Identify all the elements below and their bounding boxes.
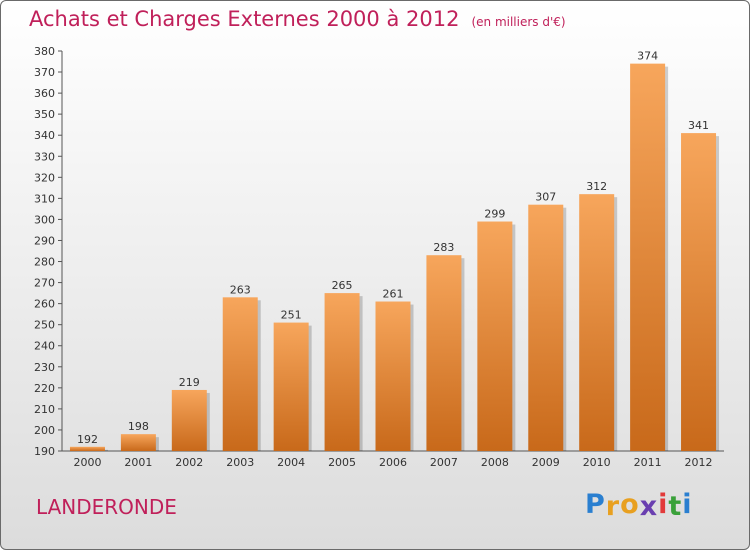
y-tick-label: 310 xyxy=(34,192,55,205)
x-tick-label: 2009 xyxy=(532,456,560,469)
y-tick-label: 280 xyxy=(34,256,55,269)
y-tick-label: 260 xyxy=(34,298,55,311)
commune-name: LANDERONDE xyxy=(36,495,177,519)
y-tick-label: 350 xyxy=(34,108,55,121)
y-tick-label: 380 xyxy=(34,45,55,58)
y-tick-label: 230 xyxy=(34,361,55,374)
y-tick-label: 370 xyxy=(34,66,55,79)
x-tick-label: 2006 xyxy=(379,456,407,469)
data-label: 307 xyxy=(535,191,556,204)
y-tick-label: 300 xyxy=(34,213,55,226)
logo-letter: P xyxy=(585,489,606,520)
data-label: 283 xyxy=(433,241,454,254)
chart-unit: (en milliers d'€) xyxy=(471,15,566,29)
data-label: 263 xyxy=(230,283,251,296)
logo-letter: r xyxy=(605,491,621,522)
x-tick-label: 2002 xyxy=(175,456,203,469)
bar-2012 xyxy=(681,133,717,451)
x-tick-label: 2010 xyxy=(583,456,611,469)
x-tick-label: 2001 xyxy=(124,456,152,469)
bar-2007 xyxy=(426,255,462,451)
data-label: 374 xyxy=(637,50,658,63)
data-label: 312 xyxy=(586,180,607,193)
y-tick-label: 360 xyxy=(34,87,55,100)
data-label: 198 xyxy=(128,420,149,433)
data-label: 261 xyxy=(383,288,404,301)
y-tick-label: 340 xyxy=(34,129,55,142)
bar-2006 xyxy=(375,301,411,451)
bar-2009 xyxy=(528,204,564,451)
chart-title-text: Achats et Charges Externes 2000 à 2012 xyxy=(29,7,460,31)
y-tick-label: 250 xyxy=(34,319,55,332)
bar-2010 xyxy=(579,194,615,451)
bar-2002 xyxy=(171,389,207,451)
bar-2004 xyxy=(273,322,309,451)
proxiti-logo: Proxiti xyxy=(585,489,693,522)
x-tick-label: 2011 xyxy=(634,456,662,469)
x-tick-label: 2008 xyxy=(481,456,509,469)
y-tick-label: 330 xyxy=(34,150,55,163)
bar-2003 xyxy=(222,297,258,451)
y-tick-label: 190 xyxy=(34,445,55,458)
data-label: 299 xyxy=(484,208,505,221)
bar-2011 xyxy=(630,63,666,451)
y-tick-label: 320 xyxy=(34,171,55,184)
x-tick-label: 2004 xyxy=(277,456,305,469)
y-tick-label: 220 xyxy=(34,382,55,395)
logo-letter: o xyxy=(620,489,640,520)
x-tick-label: 2003 xyxy=(226,456,254,469)
bar-2005 xyxy=(324,293,360,451)
x-tick-label: 2012 xyxy=(685,456,713,469)
y-tick-label: 240 xyxy=(34,340,55,353)
logo-letter: x xyxy=(639,491,659,522)
x-tick-label: 2007 xyxy=(430,456,458,469)
y-tick-label: 210 xyxy=(34,403,55,416)
data-label: 219 xyxy=(179,376,200,389)
data-label: 192 xyxy=(77,433,98,446)
bar-2000 xyxy=(69,446,105,451)
data-label: 341 xyxy=(688,119,709,132)
data-label: 251 xyxy=(281,309,302,322)
data-label: 265 xyxy=(332,279,353,292)
chart-title: Achats et Charges Externes 2000 à 2012 (e… xyxy=(29,7,566,31)
y-tick-label: 200 xyxy=(34,424,55,437)
logo-letter: i xyxy=(658,489,669,520)
bar-2008 xyxy=(477,221,513,451)
logo-letter: i xyxy=(682,489,693,520)
logo-letter: t xyxy=(668,491,683,522)
bar-2001 xyxy=(120,434,156,451)
x-tick-label: 2000 xyxy=(73,456,101,469)
x-tick-label: 2005 xyxy=(328,456,356,469)
y-tick-label: 290 xyxy=(34,234,55,247)
y-tick-label: 270 xyxy=(34,277,55,290)
